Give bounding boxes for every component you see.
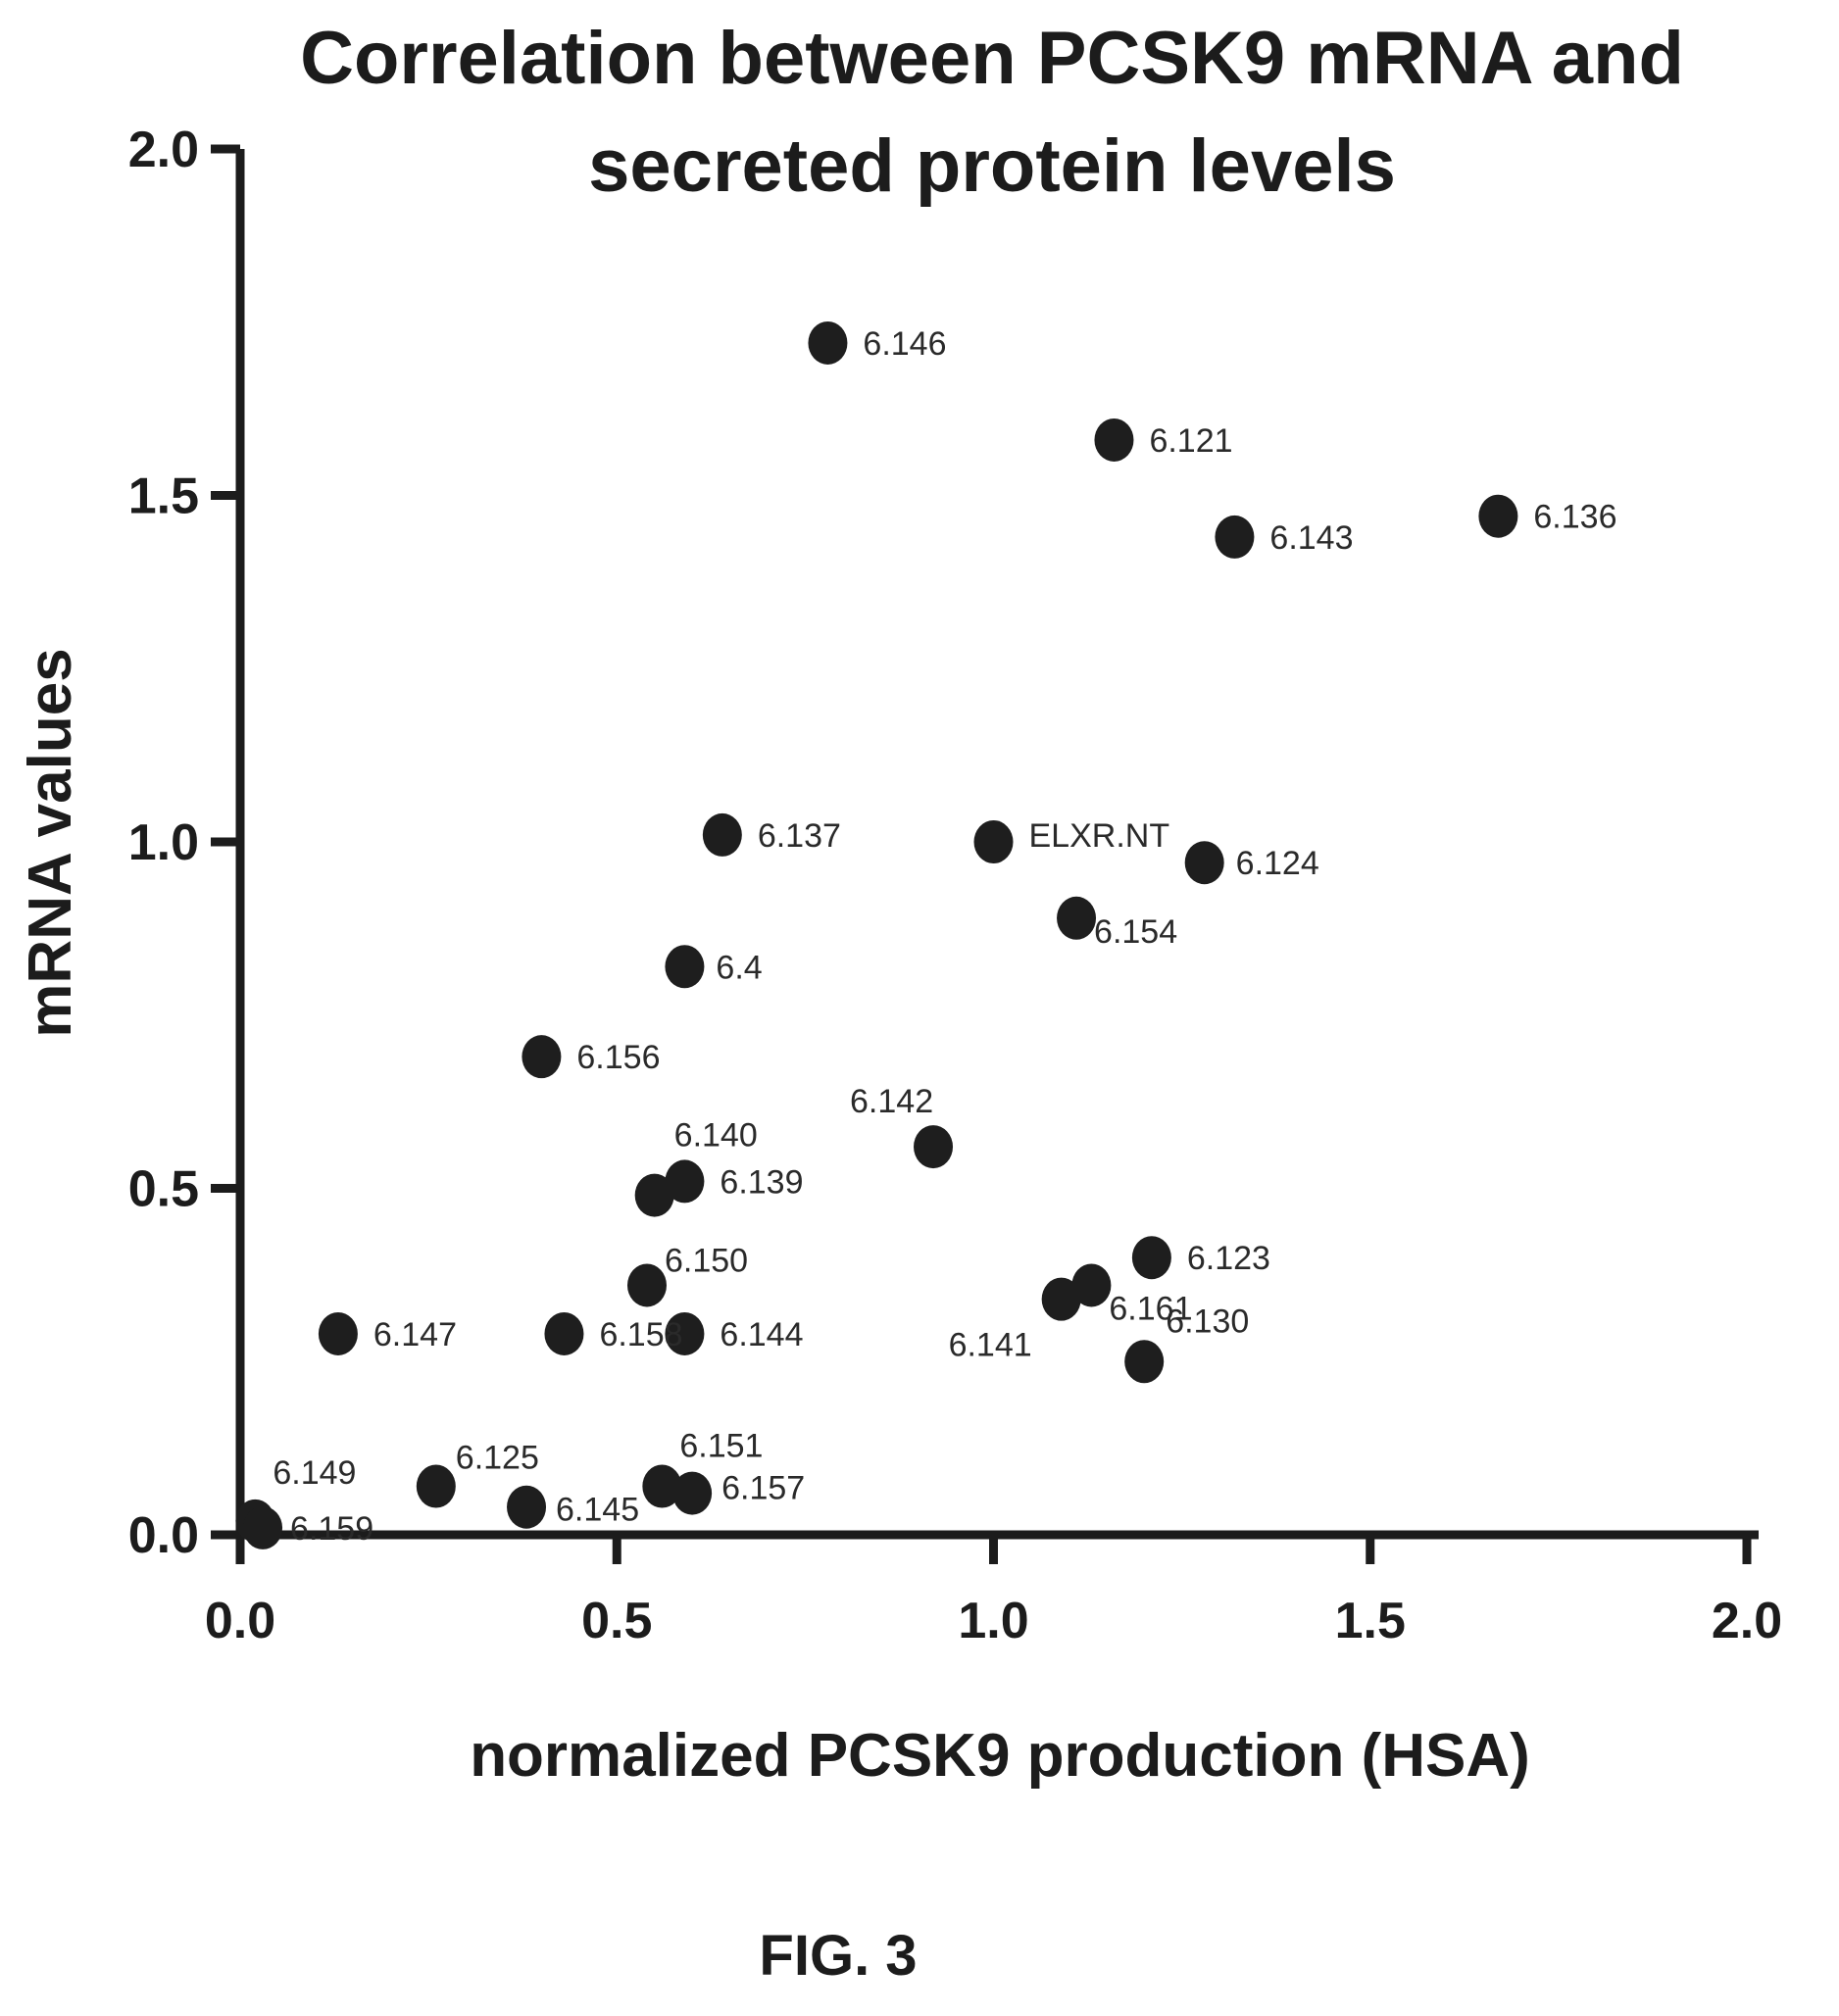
data-point <box>507 1485 547 1529</box>
data-point-label: ELXR.NT <box>1029 817 1170 855</box>
data-point <box>243 1505 283 1549</box>
data-point <box>1478 494 1518 538</box>
data-point-label: 6.136 <box>1533 499 1616 536</box>
data-point-label: 6.157 <box>721 1470 805 1507</box>
data-point-label: 6.125 <box>456 1440 539 1477</box>
data-point-label: 6.154 <box>1094 913 1177 951</box>
data-point <box>1094 418 1134 462</box>
data-point <box>1041 1277 1081 1321</box>
data-point <box>642 1464 682 1508</box>
data-labels: 6.146 6.121 6.143 6.136 6.137 ELXR.NT 6.124 6.1… <box>273 325 1616 1548</box>
data-point-label: 6.143 <box>1269 519 1353 557</box>
data-point <box>665 1159 705 1204</box>
data-point <box>1124 1340 1165 1384</box>
data-point-label: 6.147 <box>373 1316 457 1353</box>
chart-title-line-1: Correlation between PCSK9 mRNA and <box>300 17 1684 100</box>
data-point <box>318 1311 358 1355</box>
data-point-label: 6.146 <box>863 325 946 363</box>
data-point <box>665 1311 705 1355</box>
y-tick-label: 0.0 <box>128 1507 199 1564</box>
data-point <box>544 1311 584 1355</box>
y-tick-label: 1.5 <box>128 468 199 525</box>
data-point-label: 6.141 <box>949 1327 1032 1364</box>
data-point-label: 6.145 <box>556 1492 639 1529</box>
x-tick-label: 0.0 <box>205 1593 275 1649</box>
data-point <box>1215 515 1255 559</box>
data-point-label: 6.139 <box>720 1163 803 1201</box>
data-points <box>235 320 1518 1549</box>
data-point <box>634 1173 674 1217</box>
data-point-label: 6.123 <box>1187 1240 1270 1277</box>
y-axis-title: mRNA values <box>17 648 84 1037</box>
data-point <box>1057 896 1097 940</box>
data-point-label: 6.156 <box>576 1039 660 1076</box>
y-tick-label: 0.5 <box>128 1161 199 1218</box>
data-point-label: 6.137 <box>758 817 841 855</box>
data-point <box>1131 1236 1171 1280</box>
chart-title-line-2: secreted protein levels <box>588 124 1396 208</box>
data-point-label: 6.144 <box>720 1316 803 1353</box>
data-point <box>702 812 742 857</box>
data-point-label: 6.158 <box>599 1316 682 1353</box>
data-point <box>973 820 1014 863</box>
data-point-label: 6.130 <box>1166 1303 1249 1340</box>
data-point-label: 6.142 <box>850 1083 933 1120</box>
data-point-label: 6.140 <box>674 1117 758 1155</box>
data-point <box>522 1035 562 1079</box>
data-point-label: 6.161 <box>1109 1290 1192 1327</box>
y-tick-label: 2.0 <box>128 122 199 178</box>
ticks: 0.0 0.5 1.0 1.5 2.0 0.0 0.5 1.0 1.5 2.0 <box>128 122 1782 1649</box>
x-tick-label: 0.5 <box>581 1593 652 1649</box>
x-tick-label: 1.5 <box>1335 1593 1406 1649</box>
data-point-label: 6.151 <box>679 1428 763 1465</box>
data-point-label: 6.121 <box>1149 422 1232 460</box>
data-point-label: 6.149 <box>273 1454 356 1492</box>
x-tick-label: 1.0 <box>958 1593 1028 1649</box>
data-point <box>808 320 848 365</box>
x-tick-label: 2.0 <box>1712 1593 1782 1649</box>
data-point-label: 6.4 <box>716 949 762 986</box>
data-point <box>665 945 705 989</box>
data-point <box>914 1125 954 1169</box>
figure-label: FIG. 3 <box>759 1924 917 1988</box>
data-point <box>416 1464 456 1508</box>
chart-title: Correlation between PCSK9 mRNA and secre… <box>300 17 1684 208</box>
x-axis-title: normalized PCSK9 production (HSA) <box>470 1722 1530 1790</box>
data-point <box>1184 841 1224 885</box>
data-point-label: 6.159 <box>290 1510 373 1548</box>
data-point <box>672 1471 713 1515</box>
data-point-label: 6.150 <box>665 1242 748 1279</box>
y-tick-label: 1.0 <box>128 814 199 871</box>
data-point <box>626 1263 667 1307</box>
data-point-label: 6.124 <box>1236 845 1319 882</box>
data-point <box>1071 1263 1112 1307</box>
